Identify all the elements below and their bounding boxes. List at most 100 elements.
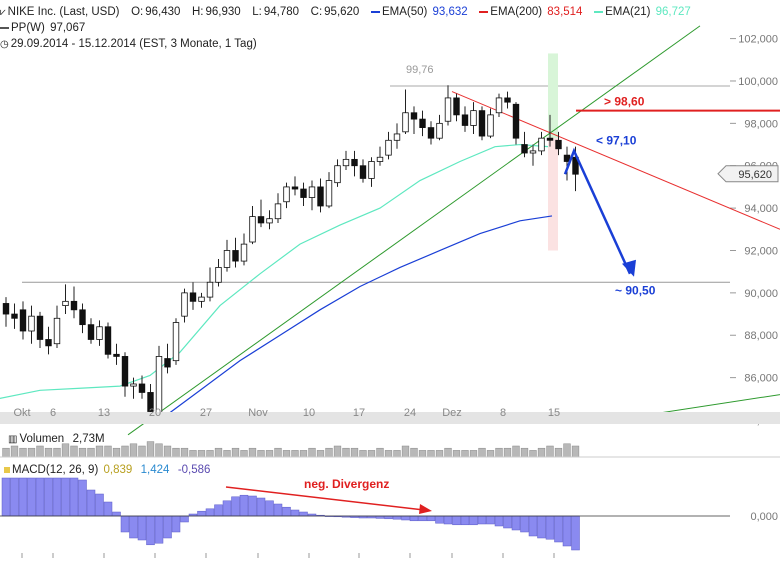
y-tick-label: 94,000 [744,203,778,215]
volume-bar [78,447,87,458]
volume-bar [478,447,486,458]
macd-bar [571,515,580,551]
candle-body [385,139,392,156]
volume-bar [546,445,554,458]
macd-bar [443,515,453,525]
ema50-label: EMA(50) [381,6,428,18]
volume-bar [325,447,333,458]
bars-icon: ▥ [8,434,18,445]
candle-body [342,158,350,167]
macd-value-1: 0,839 [103,464,133,476]
candle-body [147,392,154,412]
volume-label: Volumen [19,433,65,445]
macd-zero-label: 0,000 [750,511,778,523]
candle-body [470,110,477,126]
candle-body [444,97,452,122]
macd-bar [273,503,283,517]
volume-bar [410,447,418,458]
macd-value-2: 1,424 [140,464,170,476]
candle-body [249,216,256,243]
volume-bar [214,447,223,458]
macd-bar [545,515,555,540]
candle-body [376,156,384,162]
x-tick-label: 20 [149,407,161,419]
volume-bar [223,450,231,458]
chart-header-row-1: ⩗ NIKE Inc. (Last, USD) O: 96,430 H: 96,930… [0,6,693,18]
candle-body [521,144,528,154]
macd-bar [503,515,512,529]
macd-bar [409,515,419,522]
candle-body [436,122,443,139]
y-tick-label: 90,000 [744,288,778,300]
ema21-label: EMA(21) [605,6,651,18]
macd-bar [256,497,266,517]
candle-body [555,139,562,150]
volume-bar [359,450,367,458]
volume-bar [291,450,299,458]
x-tick-label: 27 [200,407,212,419]
volume-bar [248,447,257,458]
volume-bar [401,445,410,458]
candle-body [138,383,146,393]
divergence-label: neg. Divergenz [304,477,389,491]
volume-bar [274,447,282,458]
volume-legend: ▥ Volumen 2,73M [8,433,107,445]
y-tick-label: 92,000 [744,245,778,257]
macd-bar [452,515,461,526]
low-label: L: [252,6,262,18]
volume-bar [333,445,342,458]
volume-bar [367,450,376,458]
x-tick-label: 17 [353,407,365,419]
y-tick-label: 102,000 [738,34,778,46]
chart-type-icon: ⩗ [0,7,6,18]
volume-bar [308,447,316,458]
macd-bar [120,515,130,533]
volume-bar [155,443,163,458]
candle-body [181,292,188,317]
macd-bar [469,515,478,526]
volume-bar [376,447,384,458]
volume-bar [427,450,435,458]
x-tick-label: 15 [548,407,560,419]
volume-bar [231,447,240,458]
volume-bar [563,443,571,458]
volume-bar [554,447,563,458]
bearish-zone [548,138,558,251]
candle-body [283,186,290,203]
candle-body [410,112,418,120]
volume-bar [87,447,95,458]
candle-body [334,165,341,184]
high-label: 99,76 [406,64,434,76]
candle-body [62,300,69,306]
volume-panel [0,441,780,458]
macd-bar [554,515,563,543]
y-tick-label: 100,000 [738,76,778,88]
volume-bar [503,447,512,458]
high-label: H: [192,6,204,18]
macd-panel: 0,000 neg. Divergenz [0,477,778,558]
macd-bar [265,500,274,517]
volume-bar [469,450,478,458]
volume-bar [444,447,452,458]
target-label: ~ 90,50 [615,283,656,297]
volume-bar [350,447,359,458]
open-value: 96,430 [145,6,181,18]
chart-header-row-2: PP(W) 97,067 [0,22,87,34]
macd-bar [103,501,113,517]
x-tick-label: 10 [303,407,315,419]
volume-bar [495,447,503,458]
candle-body [164,358,171,368]
x-tick-label: Okt [13,407,30,419]
candle-body [19,309,27,332]
macd-bar [460,515,470,526]
macd-bar [129,515,138,539]
candle-body [189,292,197,302]
volume-bar [197,450,206,458]
volume-bar [70,445,78,458]
candle-body [351,158,358,167]
ema200-value: 83,514 [547,6,583,18]
candle-body [546,137,554,141]
resistance-label: > 98,60 [604,95,645,109]
macd-bar [486,515,495,525]
open-label: O: [131,6,144,18]
